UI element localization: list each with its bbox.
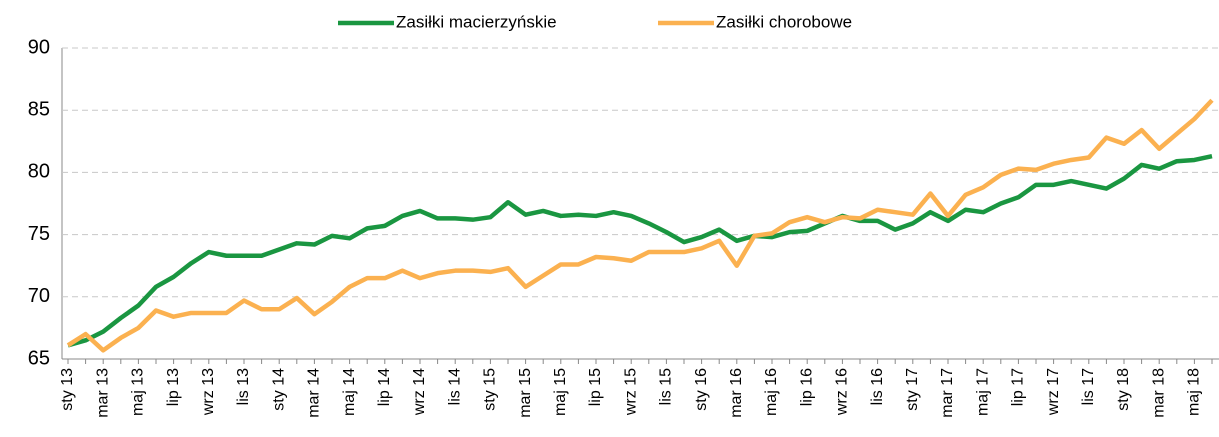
x-tick-label: sty 18 bbox=[1115, 368, 1132, 411]
x-tick-label: mar 17 bbox=[939, 368, 956, 418]
x-tick-label: lip 14 bbox=[376, 368, 393, 406]
y-tick-label: 65 bbox=[28, 347, 50, 369]
x-tick-label: lis 16 bbox=[869, 368, 886, 405]
x-tick-label: lip 13 bbox=[165, 368, 182, 406]
x-tick-label: sty 17 bbox=[904, 368, 921, 411]
x-tick-label: sty 16 bbox=[693, 368, 710, 411]
y-tick-label: 85 bbox=[28, 98, 50, 120]
x-tick-label: sty 14 bbox=[270, 368, 287, 411]
legend-label: Zasiłki chorobowe bbox=[716, 12, 852, 31]
x-tick-label: lis 13 bbox=[235, 368, 252, 405]
y-tick-label: 90 bbox=[28, 36, 50, 58]
x-tick-label: sty 15 bbox=[482, 368, 499, 411]
x-tick-label: lis 15 bbox=[658, 368, 675, 405]
x-tick-label: maj 17 bbox=[974, 368, 991, 416]
x-tick-label: mar 15 bbox=[517, 368, 534, 418]
legend-label: Zasiłki macierzyńskie bbox=[396, 12, 557, 31]
x-tick-label: wrz 13 bbox=[200, 368, 217, 416]
y-tick-label: 75 bbox=[28, 223, 50, 245]
x-tick-label: lip 15 bbox=[587, 368, 604, 406]
x-tick-label: lis 14 bbox=[446, 368, 463, 405]
x-tick-label: mar 18 bbox=[1150, 368, 1167, 418]
x-tick-label: lis 17 bbox=[1080, 368, 1097, 405]
x-tick-label: mar 13 bbox=[94, 368, 111, 418]
x-tick-label: maj 15 bbox=[552, 368, 569, 416]
y-tick-label: 80 bbox=[28, 161, 50, 183]
x-tick-label: wrz 17 bbox=[1045, 368, 1062, 416]
x-tick-label: maj 14 bbox=[341, 368, 358, 416]
x-tick-label: lip 17 bbox=[1010, 368, 1027, 406]
x-tick-label: sty 13 bbox=[59, 368, 76, 411]
x-tick-label: wrz 14 bbox=[411, 368, 428, 416]
series-line bbox=[66, 98, 1214, 353]
y-tick-label: 70 bbox=[28, 285, 50, 307]
x-tick-label: maj 18 bbox=[1186, 368, 1203, 416]
x-tick-label: mar 14 bbox=[306, 368, 323, 418]
series-line bbox=[67, 154, 1213, 348]
x-tick-label: wrz 15 bbox=[622, 368, 639, 416]
x-tick-label: wrz 16 bbox=[834, 368, 851, 416]
x-tick-label: mar 16 bbox=[728, 368, 745, 418]
x-tick-label: maj 13 bbox=[130, 368, 147, 416]
x-tick-label: maj 16 bbox=[763, 368, 780, 416]
x-tick-label: lip 16 bbox=[798, 368, 815, 406]
